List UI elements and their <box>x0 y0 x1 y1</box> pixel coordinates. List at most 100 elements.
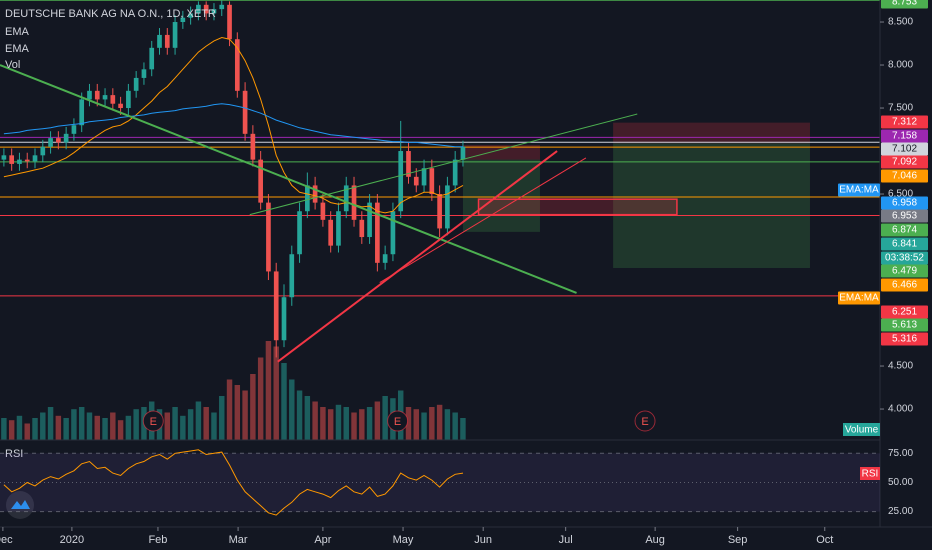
candle-body <box>289 254 295 298</box>
legend-entry: Vol <box>5 59 20 71</box>
rsi-legend: RSI <box>5 448 23 460</box>
candle-body <box>452 159 458 186</box>
volume-bar <box>405 407 412 440</box>
volume-bar <box>32 418 38 440</box>
y-tick-label: 4.500 <box>888 361 913 372</box>
price-tag-label: EMA:MA <box>839 185 879 196</box>
candle-body <box>110 95 116 104</box>
candle-body <box>445 185 450 229</box>
price-tag-label: 8.753 <box>892 0 917 8</box>
volume-bar <box>359 409 365 440</box>
price-tag <box>881 318 928 332</box>
y-tick-label: 7.500 <box>888 103 913 114</box>
price-tag <box>881 115 928 129</box>
x-tick-label: Mar <box>229 534 248 546</box>
rsi-tick-label: 75.00 <box>888 448 913 459</box>
volume-bar <box>110 412 116 440</box>
candle-body <box>133 77 139 91</box>
price-tag <box>881 155 928 169</box>
price-tag <box>881 305 928 319</box>
volume-bar <box>296 390 303 440</box>
candle-body <box>328 219 334 246</box>
candle-body <box>203 4 209 14</box>
earnings-marker <box>634 410 656 432</box>
volume-bar <box>343 407 349 440</box>
volume-bar <box>265 341 272 440</box>
price-tag <box>881 196 928 210</box>
candle-body <box>375 202 380 263</box>
volume-bar <box>187 409 194 440</box>
y-tick-label: 4.000 <box>888 404 913 415</box>
volume-bar <box>312 401 318 440</box>
candle-body <box>382 254 388 263</box>
volume-bar <box>429 407 435 440</box>
volume-bar <box>219 396 225 440</box>
candle-body <box>390 211 396 255</box>
candle-body <box>320 202 326 220</box>
volume-bar <box>289 379 295 440</box>
volume-bar <box>374 401 381 440</box>
candle-body <box>48 138 53 147</box>
earnings-label: E <box>394 416 401 428</box>
price-tag-label: 6.874 <box>892 225 917 236</box>
volume-bar <box>460 418 466 440</box>
price-tag-label: 6.841 <box>892 239 917 250</box>
price-tag-label: 7.158 <box>892 131 917 142</box>
price-tag <box>881 142 928 156</box>
volume-bar <box>164 412 171 440</box>
price-tag <box>881 237 928 251</box>
volume-bar <box>172 407 178 440</box>
candle-body <box>297 211 302 255</box>
candle-body <box>421 168 427 186</box>
volume-bar <box>180 415 186 440</box>
price-tag-label: 03:38:52 <box>885 253 924 264</box>
volume-bar <box>195 401 202 440</box>
earnings-label: E <box>641 416 648 428</box>
volume-bar <box>47 407 54 440</box>
candle-body <box>359 219 365 238</box>
candle-body <box>188 13 193 18</box>
ema-line <box>3 36 464 214</box>
x-tick-label: Jul <box>559 534 573 546</box>
candle-body <box>164 34 170 48</box>
candle-body <box>367 202 372 238</box>
candle-body <box>32 155 38 162</box>
volume-bar <box>304 396 311 440</box>
candle-body <box>1 155 7 160</box>
candle-body <box>227 4 232 40</box>
candle-body <box>172 22 178 48</box>
volume-bar <box>24 423 30 440</box>
price-tag-label: 7.046 <box>892 171 917 182</box>
price-tag-label: 6.953 <box>892 211 917 222</box>
volume-bar <box>78 407 85 440</box>
candle-body <box>157 34 162 48</box>
price-tag-label: 6.958 <box>892 198 917 209</box>
candle-body <box>87 90 92 100</box>
volume-bar <box>413 409 419 440</box>
volume-bar <box>436 404 443 440</box>
candle-body <box>40 146 46 156</box>
x-tick-label: Dec <box>0 534 13 546</box>
volume-bar <box>421 412 427 440</box>
x-tick-label: May <box>393 534 414 546</box>
earnings-marker <box>387 410 409 432</box>
volume-bar <box>452 412 458 440</box>
chart-title: DEUTSCHE BANK AG NA O.N., 1D, XETR <box>5 8 216 20</box>
price-tag-label: 7.102 <box>892 144 917 155</box>
position-zone <box>613 143 810 268</box>
x-tick-label: Feb <box>148 534 167 546</box>
y-tick-label: 8.000 <box>888 60 913 71</box>
candle-body <box>398 151 404 212</box>
x-tick-label: Oct <box>816 534 833 546</box>
rsi-tick-label: 25.00 <box>888 506 913 517</box>
candle-body <box>351 185 357 220</box>
volume-bar <box>63 418 69 440</box>
trendline <box>379 157 587 284</box>
candle-body <box>234 39 240 91</box>
ema-line <box>3 103 463 148</box>
trendline <box>277 150 558 363</box>
price-tag <box>881 169 928 183</box>
candle-body <box>406 151 411 177</box>
trendline <box>249 113 638 216</box>
